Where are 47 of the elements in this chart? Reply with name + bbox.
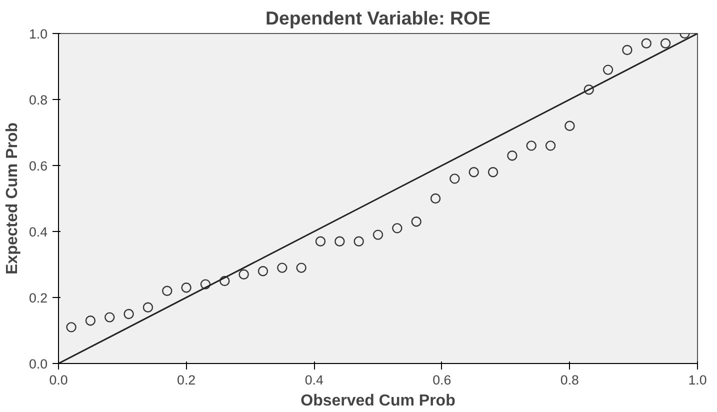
point — [450, 174, 460, 184]
point — [564, 120, 575, 131]
x-tick-label: 1.0 — [688, 372, 707, 388]
point — [181, 282, 192, 293]
point — [66, 322, 76, 332]
point — [411, 216, 422, 227]
y-tick-label: 0.0 — [28, 356, 48, 372]
point — [392, 223, 402, 234]
point — [334, 236, 345, 246]
point — [142, 302, 154, 312]
y-tick-label: 1.0 — [28, 26, 48, 42]
x-tick-label: 0.8 — [560, 372, 579, 388]
point — [372, 230, 384, 240]
point — [104, 312, 115, 322]
y-tick-label: 0.4 — [28, 224, 48, 240]
point — [162, 286, 172, 296]
point — [641, 38, 652, 48]
point — [584, 84, 594, 95]
y-axis-title: Expected Cum Prob — [4, 122, 21, 275]
point — [258, 266, 268, 276]
x-tick-label: 0.6 — [432, 372, 452, 388]
point — [526, 140, 536, 151]
y-tick-label: 0.8 — [28, 92, 48, 108]
point — [220, 276, 230, 286]
point — [315, 236, 326, 246]
y-tick-label: 0.2 — [28, 290, 48, 306]
point — [545, 140, 556, 151]
point — [507, 150, 518, 161]
point — [430, 193, 441, 204]
point — [622, 44, 632, 56]
point — [660, 38, 671, 48]
x-tick-label: 0.4 — [304, 372, 324, 388]
point — [85, 316, 96, 326]
x-axis-title: Observed Cum Prob — [300, 392, 456, 410]
x-tick-label: 0.0 — [49, 372, 68, 388]
point — [238, 269, 249, 280]
point — [124, 308, 134, 320]
y-tick-label: 0.6 — [28, 158, 48, 174]
chart-title: Dependent Variable: ROE — [266, 8, 490, 28]
point — [277, 262, 288, 273]
point — [488, 167, 498, 178]
x-tick-label: 0.2 — [177, 372, 196, 388]
point — [602, 64, 614, 75]
point — [354, 236, 364, 246]
point — [200, 279, 211, 290]
point — [296, 262, 306, 273]
point — [468, 167, 479, 178]
